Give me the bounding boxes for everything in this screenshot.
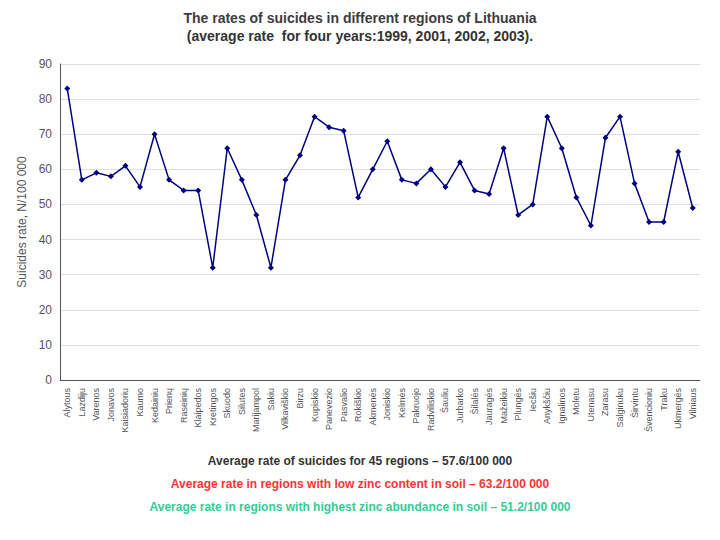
svg-text:Skuodo: Skuodo — [222, 388, 232, 419]
svg-text:Ignalinos: Ignalinos — [557, 388, 567, 425]
svg-text:Joniskio: Joniskio — [382, 388, 392, 421]
svg-text:Panevezio: Panevezio — [324, 388, 334, 430]
svg-text:Average rate of suicides for 4: Average rate of suicides for 45 regions … — [208, 454, 513, 468]
svg-text:Plungės: Plungės — [513, 388, 523, 421]
svg-text:90: 90 — [39, 57, 53, 71]
svg-text:50: 50 — [39, 197, 53, 211]
svg-text:Moletu: Moletu — [571, 388, 581, 415]
svg-text:Prienų: Prienų — [164, 388, 174, 414]
svg-text:60: 60 — [39, 162, 53, 176]
svg-text:Šauliu: Šauliu — [440, 388, 450, 413]
svg-text:Alytous: Alytous — [62, 388, 72, 418]
svg-text:Jauragės: Jauragės — [484, 388, 494, 426]
svg-text:Rokiškio: Rokiškio — [353, 388, 363, 422]
svg-text:Traku: Traku — [659, 388, 669, 411]
svg-text:Kedainiu: Kedainiu — [150, 388, 160, 423]
svg-text:Salginuku: Salginuku — [615, 388, 625, 428]
svg-text:Average rate in regions with h: Average rate in regions with highest zin… — [149, 500, 570, 514]
svg-text:Raseinių: Raseinių — [179, 388, 189, 423]
svg-text:Kaisiadoriu: Kaisiadoriu — [120, 388, 130, 433]
svg-text:Radviliskio: Radviliskio — [426, 388, 436, 431]
svg-text:Pasvalio: Pasvalio — [339, 388, 349, 422]
svg-text:The rates of suicides in diffe: The rates of suicides in different regio… — [183, 10, 536, 26]
svg-text:Pakruojo: Pakruojo — [411, 388, 421, 424]
svg-text:20: 20 — [39, 303, 53, 317]
svg-text:Jonavos: Jonavos — [106, 388, 116, 422]
svg-text:Birzu: Birzu — [295, 388, 305, 409]
svg-text:Vilniaus: Vilniaus — [688, 388, 698, 420]
svg-text:Iecšiu: Iecšiu — [528, 388, 538, 412]
svg-text:Kretingos: Kretingos — [208, 388, 218, 427]
svg-text:Lazdiju: Lazdiju — [77, 388, 87, 417]
svg-text:Silutes: Silutes — [237, 388, 247, 416]
svg-text:Mažeikiu: Mažeikiu — [499, 388, 509, 424]
svg-text:Šilalės: Šilalės — [470, 388, 480, 415]
svg-text:Klaipedos: Klaipedos — [193, 388, 203, 428]
svg-text:Jurbarko: Jurbarko — [455, 388, 465, 423]
svg-text:Sakiu: Sakiu — [266, 388, 276, 411]
svg-text:(average rate for four years:: (average rate for four years:1999, 2001,… — [187, 28, 533, 44]
svg-text:Akmenės: Akmenės — [368, 388, 378, 426]
svg-text:Anykščiu: Anykščiu — [542, 388, 552, 424]
svg-text:30: 30 — [39, 268, 53, 282]
svg-text:Kelmės: Kelmės — [397, 388, 407, 419]
svg-text:Utenasu: Utenasu — [586, 388, 596, 422]
svg-text:Vilkaviškio: Vilkaviškio — [280, 388, 290, 430]
svg-text:80: 80 — [39, 92, 53, 106]
svg-text:Kupiskio: Kupiskio — [310, 388, 320, 422]
svg-text:Marijampol: Marijampol — [251, 388, 261, 432]
svg-text:Širvintu: Širvintu — [630, 388, 640, 418]
svg-text:Varenos: Varenos — [91, 388, 101, 421]
svg-text:10: 10 — [39, 338, 53, 352]
svg-text:Suicides rate, N/100 000: Suicides rate, N/100 000 — [15, 156, 29, 288]
svg-text:Average rate in regions with l: Average rate in regions with low zinc co… — [171, 477, 550, 491]
svg-text:70: 70 — [39, 127, 53, 141]
svg-text:Ukmergės: Ukmergės — [673, 388, 683, 430]
svg-text:Švencioniu: Švencioniu — [644, 388, 654, 432]
svg-text:Zarasu: Zarasu — [600, 388, 610, 416]
svg-text:0: 0 — [45, 373, 52, 387]
svg-text:40: 40 — [39, 233, 53, 247]
svg-text:Kaumo: Kaumo — [135, 388, 145, 417]
